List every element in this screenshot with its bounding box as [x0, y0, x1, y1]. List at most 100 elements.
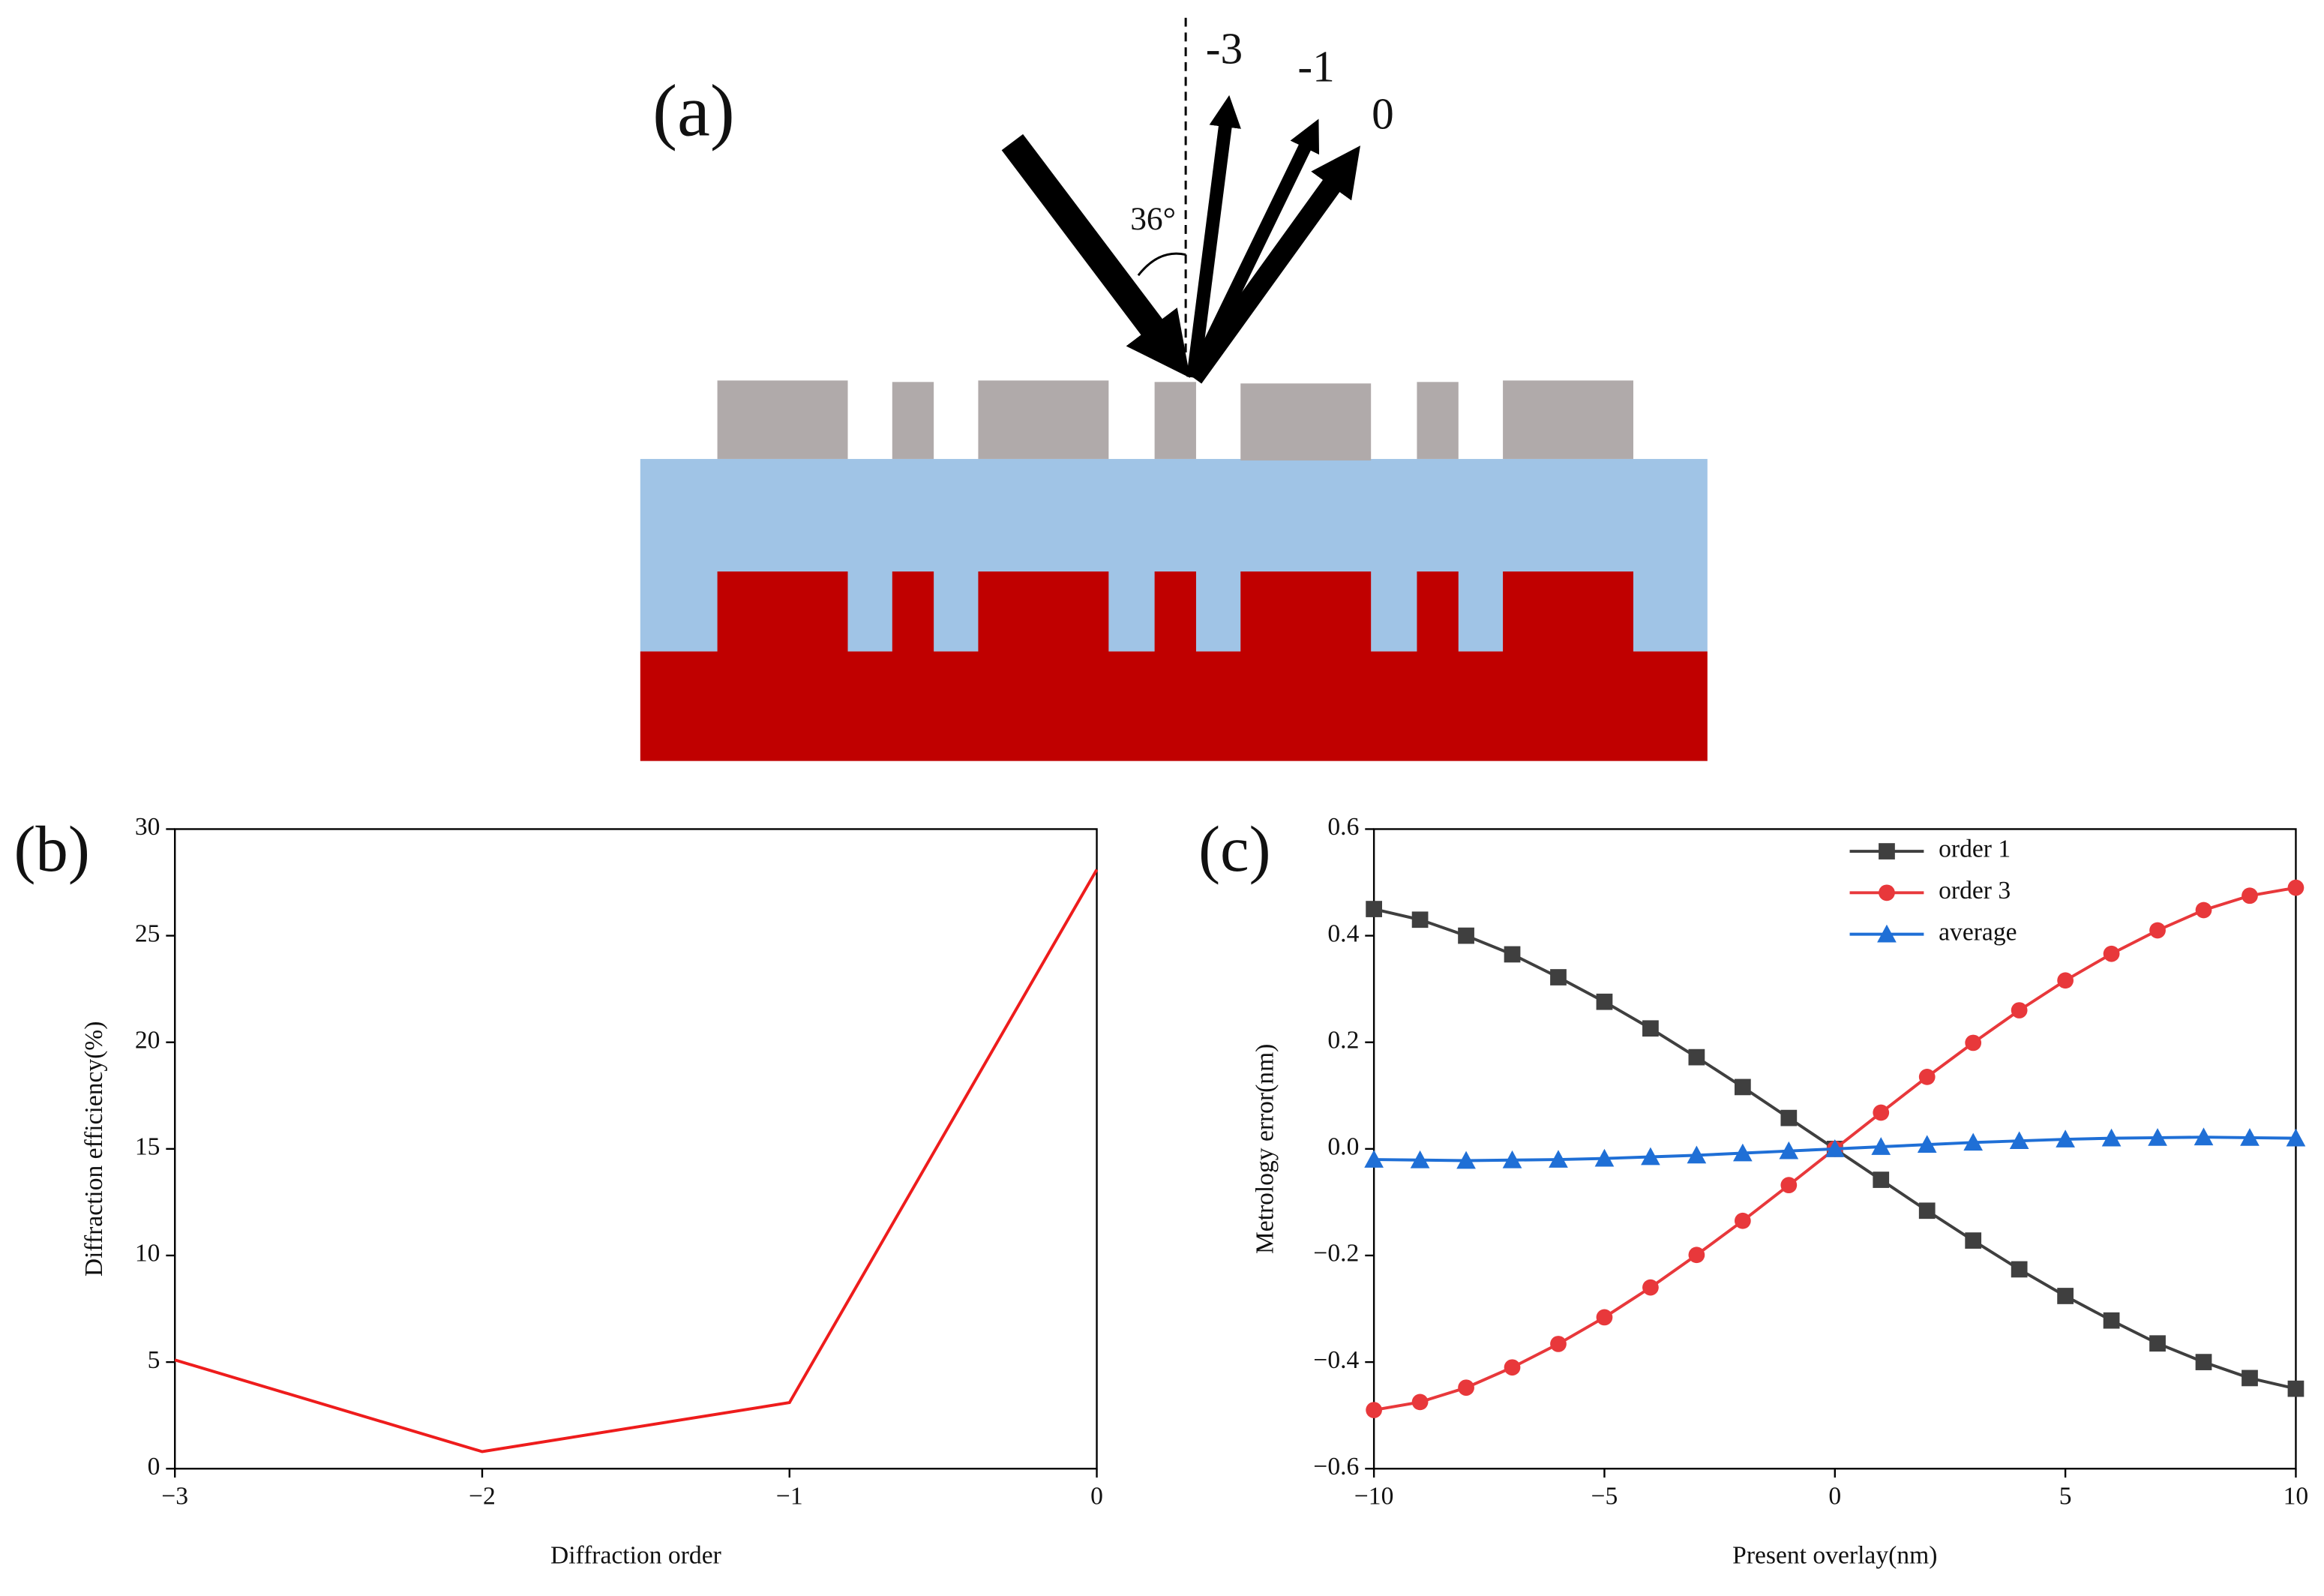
marker: [1458, 1379, 1474, 1396]
marker: [2103, 945, 2120, 962]
marker: [1687, 1145, 1707, 1164]
marker: [1641, 1147, 1660, 1166]
x-tick-label: 0: [1090, 1482, 1103, 1510]
marker: [1504, 1359, 1521, 1376]
marker: [1596, 993, 1613, 1010]
y-tick-label: 20: [135, 1026, 160, 1054]
marker: [1550, 969, 1567, 986]
marker: [1688, 1048, 1705, 1066]
marker: [1456, 1150, 1476, 1169]
marker: [2057, 1288, 2074, 1304]
marker: [2240, 1128, 2260, 1146]
x-tick-label: −10: [1354, 1482, 1394, 1510]
marker: [1411, 911, 1429, 928]
y-tick-label: 0.6: [1327, 813, 1359, 841]
marker: [2287, 1380, 2305, 1397]
data-line: [174, 868, 1099, 1454]
y-tick-label: 30: [135, 813, 160, 841]
marker: [1734, 1212, 1751, 1229]
plot-frame: [174, 828, 1098, 1470]
x-tick-label: 5: [2059, 1482, 2072, 1510]
y-tick-label: 0.2: [1327, 1026, 1359, 1054]
panel-label: (c): [1198, 813, 1270, 885]
marker: [1917, 1135, 1937, 1154]
marker: [1734, 1078, 1751, 1096]
x-axis-label: Diffraction order: [550, 1541, 721, 1569]
marker: [1965, 1034, 1982, 1052]
marker: [1780, 1177, 1798, 1194]
marker: [1871, 1137, 1891, 1155]
marker: [1873, 1104, 1890, 1121]
legend-marker: [1879, 884, 1895, 902]
bottom-grating: [717, 571, 1633, 653]
marker: [2242, 887, 2258, 904]
x-tick-label: 10: [2284, 1482, 2309, 1510]
marker: [1504, 946, 1521, 963]
marker: [2195, 902, 2212, 919]
x-tick-label: −5: [1591, 1482, 1618, 1510]
x-tick-label: −2: [469, 1482, 496, 1510]
marker: [2103, 1312, 2120, 1329]
marker: [1733, 1143, 1753, 1162]
legend-label: order 1: [1939, 836, 2011, 863]
marker: [2011, 1002, 2028, 1018]
y-axis-label: Diffraction efficiency(%): [80, 1022, 108, 1277]
marker: [1780, 1109, 1798, 1126]
order-label: 0: [1372, 89, 1394, 139]
layer-substrate: [640, 651, 1708, 761]
order-label: -3: [1206, 24, 1243, 74]
x-tick-label: −3: [161, 1482, 188, 1510]
top-grating: [717, 380, 1633, 460]
y-tick-label: 0.0: [1327, 1133, 1359, 1161]
marker: [2149, 922, 2166, 939]
y-axis-label: Metrology error(nm): [1252, 1044, 1279, 1254]
legend-label: average: [1939, 918, 2017, 946]
marker: [1411, 1394, 1429, 1411]
y-tick-label: 10: [135, 1240, 160, 1268]
x-axis-label: Present overlay(nm): [1732, 1541, 1937, 1569]
x-tick-label: 0: [1828, 1482, 1841, 1510]
marker: [1963, 1132, 1984, 1151]
marker: [2057, 972, 2074, 989]
y-tick-label: 0.4: [1327, 920, 1359, 947]
marker: [1642, 1020, 1659, 1037]
y-tick-label: −0.2: [1313, 1240, 1359, 1268]
marker: [1502, 1150, 1522, 1168]
panel-label: (b): [13, 813, 89, 885]
marker: [1918, 1069, 1936, 1085]
marker: [1366, 1402, 1382, 1418]
order-label: -1: [1297, 41, 1334, 91]
marker: [2286, 1128, 2306, 1147]
marker: [2101, 1128, 2122, 1147]
marker: [1410, 1150, 1430, 1168]
marker: [2287, 879, 2305, 896]
marker: [2056, 1130, 2075, 1148]
beam-order-minus3: [1186, 94, 1241, 379]
marker: [1642, 1279, 1659, 1296]
marker: [2011, 1261, 2028, 1278]
y-tick-label: 15: [135, 1133, 160, 1161]
marker: [1873, 1172, 1890, 1188]
x-tick-label: −1: [776, 1482, 803, 1510]
panel-label: (a): [652, 70, 735, 152]
marker: [1918, 1202, 1936, 1220]
plot-frame: [1372, 828, 2297, 1470]
legend-label: order 3: [1939, 877, 2011, 904]
y-tick-label: −0.4: [1313, 1346, 1359, 1374]
marker: [1596, 1309, 1613, 1326]
incident-beam: [1001, 134, 1191, 378]
marker: [1458, 927, 1474, 944]
y-tick-label: −0.6: [1313, 1453, 1359, 1480]
marker: [1965, 1232, 1982, 1249]
marker: [1550, 1336, 1567, 1352]
marker: [1594, 1148, 1615, 1167]
marker: [2242, 1370, 2258, 1387]
y-tick-label: 0: [148, 1453, 160, 1480]
diagram: 36° -3 -1 0 (a): [640, 17, 1708, 761]
angle-label: 36°: [1130, 201, 1176, 237]
legend-marker: [1879, 843, 1895, 860]
marker: [2148, 1128, 2167, 1146]
marker: [2194, 1127, 2214, 1146]
y-tick-label: 5: [148, 1346, 160, 1374]
